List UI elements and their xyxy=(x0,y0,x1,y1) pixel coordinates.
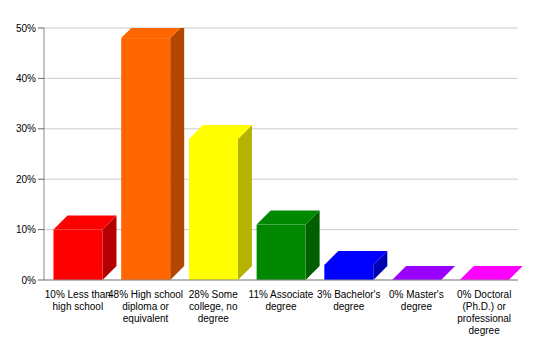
svg-text:50%: 50% xyxy=(16,23,36,34)
svg-text:30%: 30% xyxy=(16,123,36,134)
svg-text:48% High schooldiploma orequiv: 48% High schooldiploma orequivalent xyxy=(108,289,183,324)
svg-text:0% Doctoral(Ph.D.) orprofessio: 0% Doctoral(Ph.D.) orprofessionaldegree xyxy=(457,289,511,336)
svg-text:0%: 0% xyxy=(22,275,37,286)
svg-text:20%: 20% xyxy=(16,174,36,185)
svg-text:10%: 10% xyxy=(16,224,36,235)
svg-text:3% Bachelor'sdegree: 3% Bachelor'sdegree xyxy=(317,289,381,312)
svg-text:0% Master'sdegree: 0% Master'sdegree xyxy=(389,289,444,312)
svg-text:11% Associatedegree: 11% Associatedegree xyxy=(249,289,314,312)
svg-text:40%: 40% xyxy=(16,73,36,84)
svg-text:10% Less thanhigh school: 10% Less thanhigh school xyxy=(45,289,111,312)
svg-text:28% Somecollege, nodegree: 28% Somecollege, nodegree xyxy=(189,289,238,324)
